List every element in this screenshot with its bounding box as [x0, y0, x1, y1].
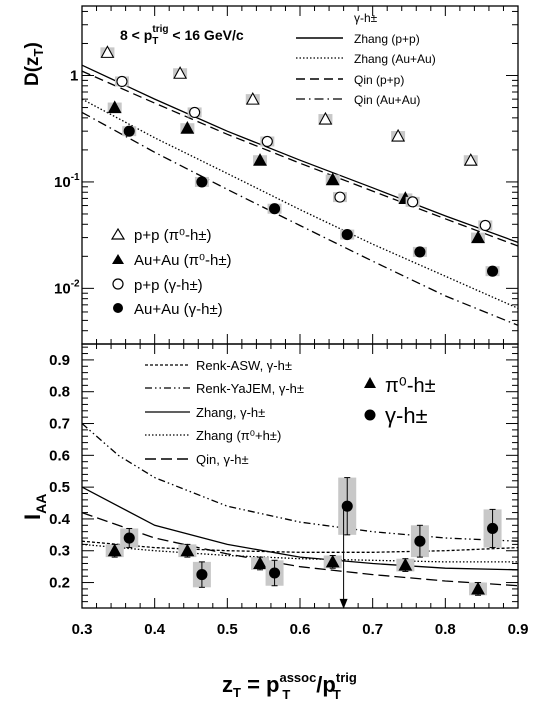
legend-label-renk-asw: Renk-ASW, γ-h± [196, 358, 292, 373]
data-point [479, 219, 491, 232]
legend-label-auau-gamma: Au+Au (γ-h±) [134, 301, 223, 318]
data-point [261, 135, 273, 148]
data-point [414, 246, 426, 258]
legend-label-qin-pp: Qin (p+p) [354, 73, 404, 87]
y-tick-label: 10-2 [54, 278, 80, 297]
series-layer [81, 45, 519, 609]
legend-marker-filled-circle [113, 303, 123, 313]
legend-label-pp-gamma: p+p (γ-h±) [134, 277, 203, 294]
data-point [189, 106, 201, 118]
x-tick-label: 0.7 [362, 621, 383, 638]
data-point [471, 230, 485, 244]
legend-label-renk-yajem: Renk-YaJEM, γ-h± [196, 381, 304, 396]
y-tick-label: 0.2 [49, 575, 70, 592]
data-point [123, 532, 135, 544]
data-point [196, 569, 208, 581]
data-point [253, 556, 267, 570]
y-tick-label: 0.6 [49, 447, 70, 464]
legend-label-zhang-gamma: Zhang, γ-h± [196, 405, 265, 420]
bottom-marker-legend: π⁰-h± γ-h± [364, 375, 436, 428]
legend-label-qin-auau: Qin (Au+Au) [354, 93, 420, 107]
top-y-axis-label: D(zT) [22, 42, 46, 86]
curve-renk-asw-h- [81, 540, 519, 553]
y-tick-label: 0.7 [49, 416, 70, 433]
data-point [180, 121, 195, 134]
data-point [123, 125, 135, 137]
data-point [173, 66, 188, 79]
curve-legend-header: γ-h± [354, 11, 378, 25]
x-axis-label: zT = passoc T/ptrig T [222, 670, 357, 702]
data-point [391, 128, 406, 142]
y-tick-label: 0.8 [49, 384, 70, 401]
top-marker-legend: p+p (π⁰-h±) Au+Au (π⁰-h±) p+p (γ-h±) Au+… [110, 227, 232, 318]
data-point [407, 196, 419, 208]
legend-label-zhang-auau: Zhang (Au+Au) [354, 52, 436, 66]
data-point [341, 229, 353, 241]
trigger-condition: 8 < pTtrig < 16 GeV/c [120, 24, 244, 47]
legend-label-zhang-pp: Zhang (p+p) [354, 32, 420, 46]
legend-label-pi0-h: π⁰-h± [385, 375, 436, 397]
x-tick-label: 0.3 [72, 621, 93, 638]
y-tick-label: 0.5 [49, 479, 70, 496]
top-curve-legend: γ-h± Zhang (p+p) Zhang (Au+Au) Qin (p+p)… [296, 11, 436, 107]
data-point [269, 203, 281, 215]
data-point [253, 153, 267, 166]
data-point [414, 535, 426, 547]
legend-label-gamma-h: γ-h± [385, 403, 428, 428]
arrow-head [339, 598, 348, 609]
curve-zhang-p-p- [81, 64, 519, 244]
x-tick-label: 0.6 [290, 621, 311, 638]
legend-label-qin-gamma: Qin, γ-h± [196, 452, 249, 467]
y-tick-label: 0.4 [49, 511, 71, 528]
data-point [325, 172, 340, 186]
legend-marker-open-circle [112, 278, 124, 290]
curve-renk-yajem-h- [81, 423, 519, 542]
data-point [487, 522, 499, 535]
legend-marker-pi0-triangle [364, 377, 376, 388]
x-tick-label: 0.8 [435, 621, 456, 638]
data-point [245, 91, 260, 105]
legend-marker-filled-triangle [112, 254, 124, 264]
legend-marker-gamma-circle [364, 409, 376, 421]
y-tick-label: 10-1 [54, 172, 80, 191]
data-point [196, 176, 208, 188]
curve-qin-au-au- [81, 111, 519, 326]
data-point [107, 100, 122, 114]
data-point [107, 543, 122, 557]
data-point [180, 543, 195, 557]
y-tick-label: 1 [70, 68, 78, 85]
curve-qin-h- [81, 511, 519, 587]
data-point [269, 567, 281, 579]
legend-marker-open-triangle [110, 227, 126, 240]
data-point [341, 500, 353, 512]
data-point [471, 581, 485, 595]
x-tick-label: 0.4 [144, 621, 166, 638]
y-tick-label: 0.3 [49, 543, 70, 560]
data-point [487, 265, 499, 277]
data-point [334, 191, 346, 203]
y-tick-label: 0.9 [49, 352, 70, 369]
x-tick-label: 0.5 [217, 621, 238, 638]
legend-label-auau-pi0: Au+Au (π⁰-h±) [134, 252, 232, 269]
legend-label-pp-pi0: p+p (π⁰-h±) [134, 227, 212, 244]
bottom-y-axis-label: IAA [20, 494, 49, 520]
bottom-curve-legend: Renk-ASW, γ-h± Renk-YaJEM, γ-h± Zhang, γ… [145, 358, 304, 467]
legend-label-zhang-pi0: Zhang (π⁰+h±) [196, 428, 281, 443]
data-point [100, 45, 115, 58]
curve-qin-p-p- [81, 70, 519, 247]
data-point [116, 75, 128, 87]
data-point [325, 554, 340, 568]
axis-ticks: 0.3 0.4 0.5 0.6 0.7 0.8 0.9 1 10-1 10-2 0.2 0.3 0.4 0… [49, 6, 528, 638]
curve-zhang-h- [81, 486, 519, 571]
data-point [398, 557, 413, 571]
data-point [318, 111, 333, 125]
x-tick-label: 0.9 [508, 621, 529, 638]
data-point [463, 153, 478, 166]
